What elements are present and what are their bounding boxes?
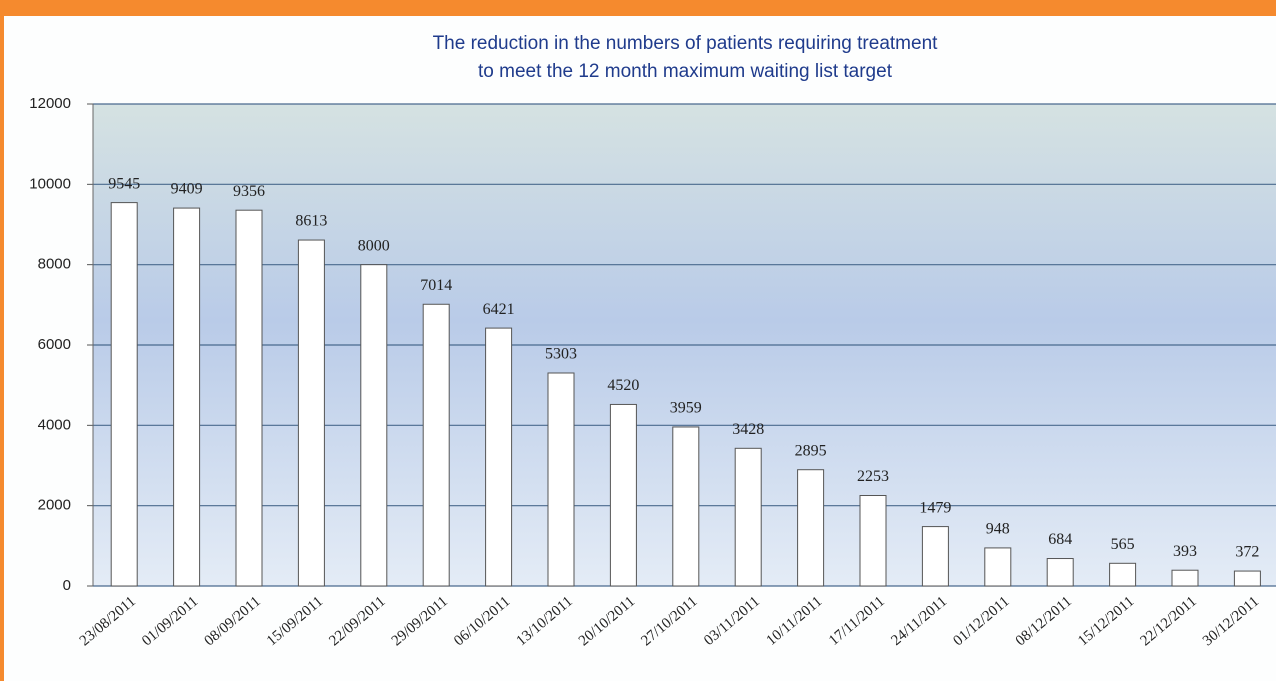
data-label: 1479 <box>919 499 951 516</box>
bar <box>1046 558 1074 587</box>
bar <box>734 447 762 587</box>
data-label: 4520 <box>607 377 639 394</box>
border-left <box>0 0 4 681</box>
data-label: 9409 <box>171 181 203 198</box>
chart-title: to meet the 12 month maximum waiting lis… <box>478 61 893 82</box>
bar <box>485 327 513 587</box>
y-tick-label: 4000 <box>38 416 71 433</box>
y-tick-label: 2000 <box>38 497 71 514</box>
data-label: 2895 <box>795 442 827 459</box>
y-tick-label: 8000 <box>38 256 71 273</box>
bar <box>1171 569 1199 587</box>
data-label: 948 <box>986 521 1010 538</box>
bar <box>984 547 1012 587</box>
chart-title: The reduction in the numbers of patients… <box>433 33 939 54</box>
data-label: 8000 <box>358 237 390 254</box>
data-label: 8613 <box>295 213 327 230</box>
bar <box>297 239 325 587</box>
y-tick-label: 12000 <box>29 95 71 112</box>
bar <box>547 372 575 587</box>
y-tick-label: 10000 <box>29 175 71 192</box>
data-label: 393 <box>1173 543 1197 560</box>
data-label: 3428 <box>732 421 764 438</box>
data-label: 9545 <box>108 175 140 192</box>
bar <box>672 426 700 587</box>
bar <box>1109 562 1137 587</box>
data-label: 565 <box>1111 536 1135 553</box>
y-tick-label: 0 <box>63 577 71 594</box>
bar <box>797 469 825 587</box>
bar <box>173 207 201 587</box>
y-tick-label: 6000 <box>38 336 71 353</box>
data-label: 6421 <box>483 301 515 318</box>
bar <box>921 526 949 587</box>
bar <box>1233 570 1261 587</box>
border-top <box>0 0 1276 16</box>
data-label: 7014 <box>420 277 452 294</box>
bar <box>609 403 637 587</box>
bar <box>235 209 263 587</box>
data-label: 9356 <box>233 183 265 200</box>
bar <box>422 303 450 587</box>
bar <box>859 495 887 587</box>
data-label: 3959 <box>670 400 702 417</box>
bar <box>360 264 388 587</box>
data-label: 5303 <box>545 346 577 363</box>
bar <box>110 202 138 587</box>
data-label: 2253 <box>857 468 889 485</box>
data-label: 684 <box>1048 531 1072 548</box>
data-label: 372 <box>1235 544 1259 561</box>
